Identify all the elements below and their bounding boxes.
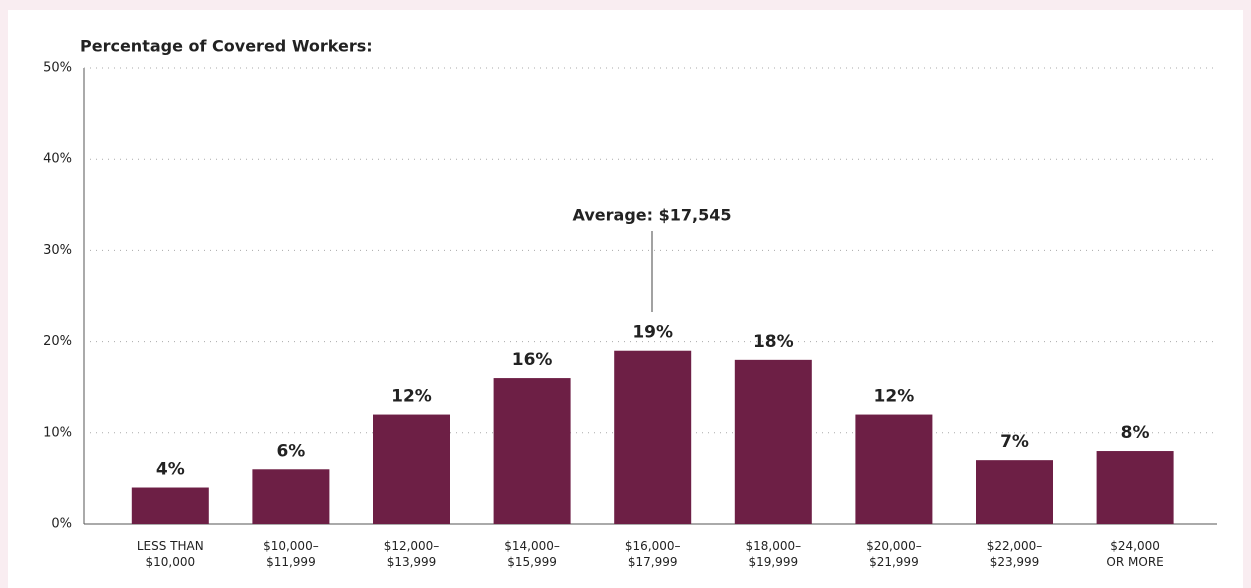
bar [976,460,1053,524]
x-tick-label: $18,000– $19,999 [745,539,801,569]
x-tick-label: $16,000– $17,999 [625,539,681,569]
y-tick-label: 40% [43,152,72,167]
bar [734,359,812,524]
x-tick-label: $22,000– $23,999 [987,539,1043,569]
x-tick-label: $20,000– $21,999 [866,539,922,569]
y-tick-label: 20% [43,334,72,349]
y-tick-label: 0% [51,517,72,532]
y-tick-label: 30% [43,243,72,258]
bar [1096,451,1174,524]
value-label: 4% [156,460,185,480]
x-tick-label: $14,000– $15,999 [504,539,560,569]
value-label: 19% [632,323,673,343]
value-label: 16% [512,350,553,370]
x-tick-label: LESS THAN $10,000 [137,539,204,569]
chart-title: Percentage of Covered Workers: [80,37,373,56]
y-tick-label: 10% [43,425,72,440]
bar [493,378,571,524]
bar [373,414,450,524]
value-label: 12% [391,387,432,407]
y-tick-label: 50% [43,61,72,76]
bar [614,350,692,524]
bar [855,414,933,524]
x-tick-label: $10,000– $11,999 [263,539,319,569]
value-label: 12% [874,387,915,407]
value-label: 18% [753,332,794,352]
x-tick-label: $24,000 OR MORE [1106,539,1163,569]
x-tick-label: $12,000– $13,999 [384,539,440,569]
value-label: 7% [1000,432,1029,452]
bar [252,469,330,524]
annotation: Average: $17,545 [573,206,732,225]
value-label: 8% [1121,423,1150,443]
value-label: 6% [276,441,305,461]
bar [131,487,209,524]
